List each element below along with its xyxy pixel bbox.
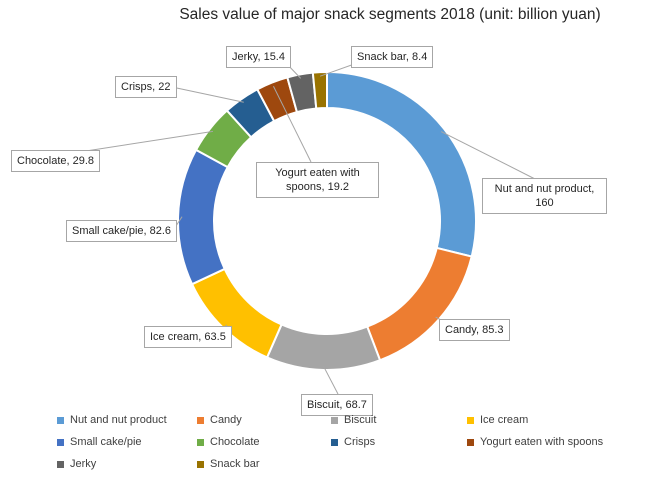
leader-line-7 <box>273 86 312 163</box>
leader-line-6 <box>171 86 244 103</box>
donut-slice-9 <box>311 70 328 110</box>
chart-title: Sales value of major snack segments 2018… <box>179 6 601 23</box>
data-label-2: Biscuit, 68.7 <box>301 394 373 416</box>
data-label-5: Chocolate, 29.8 <box>11 150 101 172</box>
donut-slice-2 <box>265 323 382 371</box>
leader-line-5 <box>85 130 214 152</box>
data-label-8: Jerky, 15.4 <box>226 46 291 68</box>
donut-slice-1 <box>365 246 473 362</box>
leader-line-2 <box>322 365 339 395</box>
data-label-1: Candy, 85.3 <box>439 319 510 341</box>
data-label-0: Nut and nut product, 160 <box>482 178 607 214</box>
leader-line-0 <box>440 131 536 180</box>
data-label-7: Yogurt eaten with spoons, 19.2 <box>256 162 379 198</box>
data-label-3: Ice cream, 63.5 <box>144 326 232 348</box>
donut-slice-4 <box>177 148 230 286</box>
data-label-9: Snack bar, 8.4 <box>351 46 434 68</box>
data-label-4: Small cake/pie, 82.6 <box>66 220 178 242</box>
data-label-6: Crisps, 22 <box>115 76 177 98</box>
